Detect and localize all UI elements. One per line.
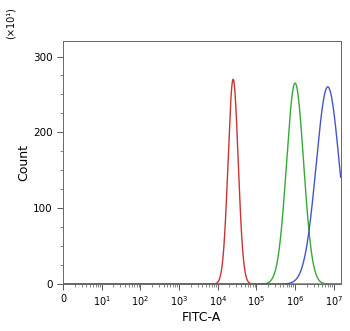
X-axis label: FITC-A: FITC-A: [182, 311, 222, 324]
Y-axis label: Count: Count: [17, 144, 30, 181]
Text: (×10¹): (×10¹): [6, 7, 16, 39]
